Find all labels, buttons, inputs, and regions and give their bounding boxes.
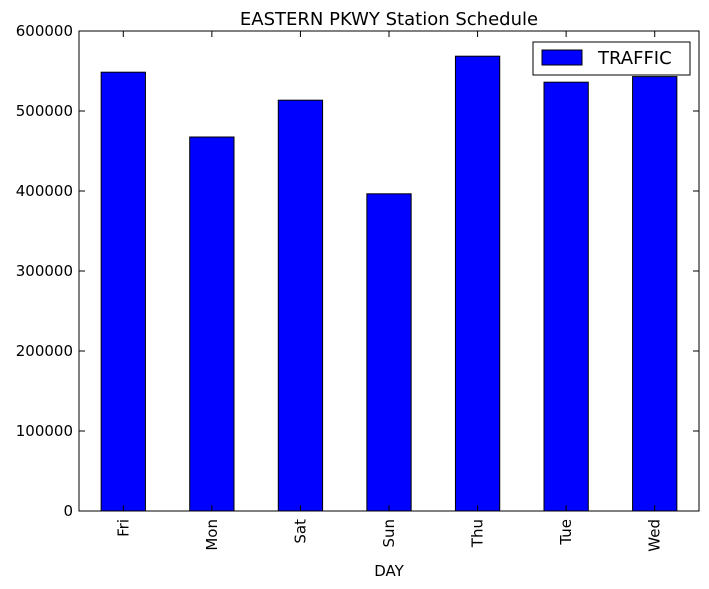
y-tick-label-400000: 400000 xyxy=(16,182,73,200)
bar-sat xyxy=(277,99,324,512)
bars xyxy=(100,55,678,512)
x-tick-label-tue: Tue xyxy=(557,519,575,546)
y-axis: 0 100000 200000 300000 400000 500000 600000 xyxy=(16,22,699,520)
x-axis: Fri Mon Sat Sun Thu Tue Wed xyxy=(114,31,664,552)
bar-thu xyxy=(454,55,501,512)
legend-label-traffic: TRAFFIC xyxy=(597,48,672,69)
x-tick-label-thu: Thu xyxy=(469,519,487,548)
y-tick-label-300000: 300000 xyxy=(16,262,73,280)
bar-mon xyxy=(189,136,235,512)
x-axis-label: DAY xyxy=(374,562,404,580)
y-tick-label-0: 0 xyxy=(63,502,73,520)
bar-tue xyxy=(543,81,589,512)
legend-swatch-traffic xyxy=(541,49,583,66)
x-tick-label-sat: Sat xyxy=(291,519,309,544)
legend: TRAFFIC xyxy=(532,41,691,76)
y-tick-label-600000: 600000 xyxy=(16,22,73,40)
bar-sun xyxy=(366,193,412,512)
chart-title: EASTERN PKWY Station Schedule xyxy=(240,9,538,30)
y-tick-label-100000: 100000 xyxy=(16,422,73,440)
x-tick-label-fri: Fri xyxy=(114,519,132,537)
x-tick-label-wed: Wed xyxy=(646,519,664,552)
x-tick-label-mon: Mon xyxy=(203,519,221,551)
y-tick-label-200000: 200000 xyxy=(16,342,73,360)
x-tick-label-sun: Sun xyxy=(380,519,398,548)
bar-fri xyxy=(100,71,146,512)
y-tick-label-500000: 500000 xyxy=(16,102,73,120)
bar-wed xyxy=(632,76,678,512)
